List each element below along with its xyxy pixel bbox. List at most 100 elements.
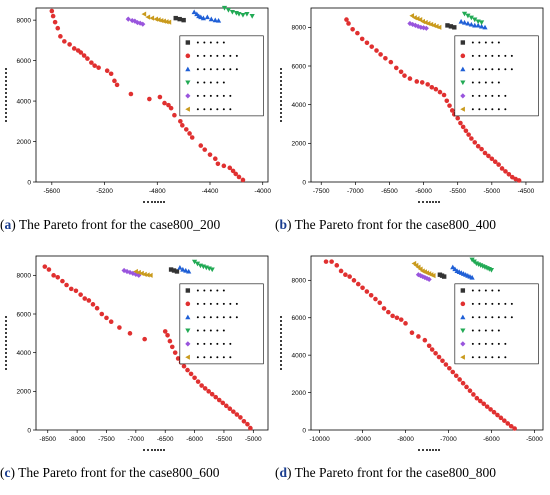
point-c-s1 (171, 268, 177, 273)
legend-text-glyph-c (222, 342, 225, 345)
point-a-s0 (112, 78, 117, 84)
legend-text-glyph-b (484, 41, 487, 44)
legend-text-glyph-d (484, 316, 487, 319)
point-c-s0 (209, 391, 215, 397)
point-b-s3 (468, 15, 474, 21)
legend-text-glyph-c (209, 316, 212, 319)
caption-b-label: b (279, 217, 288, 232)
legend-text-glyph-c (203, 316, 206, 319)
point-a-s0 (96, 65, 101, 70)
legend-text-glyph-c (196, 289, 199, 292)
point-d-s0 (453, 373, 459, 379)
legend-text-glyph-b (497, 54, 500, 57)
point-c-s0 (245, 421, 250, 427)
point-c-s0 (169, 344, 175, 350)
point-a-s0 (89, 60, 94, 65)
point-c-s0 (206, 389, 211, 394)
y-axis-label-glyph-d (280, 348, 282, 350)
legend-text-glyph-d (471, 316, 474, 319)
point-d-s0 (403, 321, 408, 326)
legend-text-glyph-a (203, 41, 206, 44)
y-tick-label-a: 8000 (17, 17, 32, 24)
legend-marker-d (460, 288, 466, 293)
point-b-s2 (482, 24, 488, 30)
x-axis-label-glyph-a (163, 201, 165, 203)
legend-text-glyph-a (209, 41, 212, 44)
y-axis-label-glyph-b (280, 116, 282, 118)
point-a-s5 (155, 17, 161, 23)
legend-text-glyph-a (196, 68, 199, 71)
legend-marker-a (185, 80, 191, 86)
legend-text-glyph-a (222, 108, 225, 111)
y-axis-label-glyph-b (280, 104, 282, 106)
point-b-s2 (458, 18, 464, 24)
x-axis-label-glyph-d (426, 449, 428, 451)
y-tick-label-b: 6000 (292, 63, 307, 70)
legend-text-glyph-b (471, 68, 474, 71)
point-d-s0 (508, 423, 514, 429)
point-a-s0 (183, 127, 189, 132)
legend-text-glyph-b (478, 108, 481, 111)
x-axis-label-glyph-c (154, 449, 156, 451)
legend-text-glyph-a (216, 68, 219, 71)
caption-a: (a) The Pareto front for the case800_200 (0, 217, 221, 232)
x-axis-label-glyph-a (143, 201, 145, 203)
point-c-s0 (117, 325, 122, 330)
point-d-s0 (502, 418, 507, 423)
point-a-s0 (168, 105, 174, 111)
point-a-s0 (227, 165, 233, 171)
legend-text-glyph-a (222, 94, 225, 97)
x-tick-label-d: -6000 (483, 436, 500, 443)
legend-marker-b (460, 40, 466, 45)
point-a-s5 (166, 19, 172, 25)
y-axis-label-glyph-d (280, 360, 282, 362)
legend-text-glyph-a (229, 68, 232, 71)
point-a-s0 (162, 100, 167, 106)
chart-svg-c: -8500 -8000 -7500 -7000 -6500 -6000 -5500 -5000… (5, 255, 269, 451)
legend-text-glyph-b (497, 108, 500, 111)
x-axis-label-glyph-d (418, 449, 420, 451)
x-axis-label-glyph-b (435, 201, 437, 203)
point-d-s0 (373, 296, 378, 302)
legend-marker-a (185, 66, 191, 72)
legend-marker-c (185, 314, 191, 320)
x-axis-label-glyph-a (147, 201, 149, 203)
y-tick-label-a: 4000 (17, 98, 32, 105)
legend-text-glyph-c (196, 356, 199, 359)
x-axis-label-glyph-b (438, 201, 440, 203)
point-b-s2 (478, 23, 485, 29)
legend-text-glyph-b (478, 41, 481, 44)
legend-text-glyph-a (196, 41, 199, 44)
point-a-s0 (128, 91, 134, 97)
legend-text-glyph-c (196, 342, 199, 345)
legend-text-glyph-b (471, 54, 474, 57)
y-axis-label-glyph-c (5, 336, 7, 338)
legend-marker-d (460, 328, 466, 334)
y-tick-label-d: 8000 (292, 278, 307, 285)
legend-text-glyph-d (491, 329, 494, 332)
y-axis-label-glyph-a (5, 116, 7, 118)
point-d-s0 (484, 404, 490, 409)
legend-text-glyph-a (229, 54, 232, 57)
point-c-s0 (94, 305, 100, 311)
point-b-s0 (441, 92, 447, 98)
point-b-s0 (516, 178, 522, 183)
point-a-s5 (145, 14, 151, 20)
point-d-s0 (429, 347, 435, 352)
legend-text-glyph-d (504, 342, 507, 345)
point-b-s0 (419, 80, 425, 85)
legend-text-glyph-d (484, 356, 487, 359)
caption-a-text: The Pareto front for the case800_200 (18, 217, 221, 232)
x-axis-label-glyph-c (157, 449, 159, 451)
y-axis-label-glyph-d (280, 336, 282, 338)
legend-marker-a (185, 40, 191, 45)
point-b-s0 (364, 40, 370, 46)
plot-frame-d (310, 255, 544, 431)
legend-text-glyph-c (216, 289, 219, 292)
point-d-s3 (488, 267, 495, 273)
y-tick-label-d: 2000 (292, 390, 307, 397)
point-b-s0 (447, 103, 452, 108)
point-c-s0 (202, 386, 208, 391)
legend-text-glyph-d (497, 356, 500, 359)
legend-text-glyph-d (478, 342, 481, 345)
